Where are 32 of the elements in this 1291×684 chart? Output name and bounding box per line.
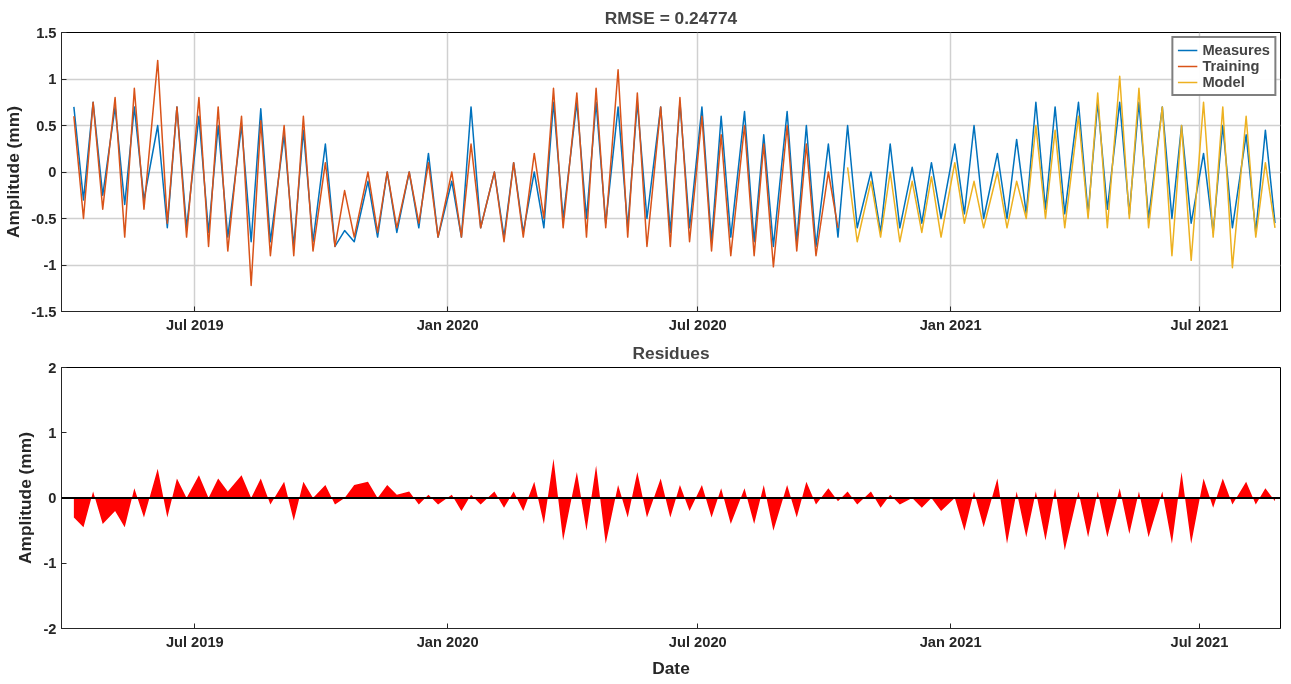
x-axis-title: Date	[652, 657, 691, 678]
y-tick-label: 2	[48, 359, 57, 376]
x-tick-label: Jan 2020	[416, 633, 479, 650]
x-tick-label: Jul 2020	[668, 316, 727, 333]
line-series	[73, 59, 839, 287]
y-tick-label: -0.5	[31, 210, 57, 227]
x-tick-label: Jan 2021	[919, 633, 982, 650]
x-tick-label: Jul 2021	[1170, 633, 1229, 650]
legend-label: Measures	[1202, 42, 1270, 58]
y-tick-label: 1	[48, 71, 57, 87]
legend-label: Model	[1202, 74, 1245, 90]
x-tick-label: Jul 2020	[668, 633, 727, 650]
x-tick-label: Jan 2020	[416, 316, 479, 333]
y-tick-label: 1	[48, 424, 57, 441]
y-tick-label: -2	[43, 620, 57, 637]
line-series	[846, 75, 1276, 269]
chart-title: Residues	[632, 342, 710, 363]
y-tick-label: -1	[43, 555, 57, 572]
x-tick-label: Jan 2021	[919, 316, 982, 333]
y-axis-title: Amplitude (mm)	[3, 106, 24, 238]
y-axis-title: Amplitude (mm)	[15, 432, 36, 564]
y-tick-label: -1.5	[31, 303, 57, 320]
chart-title: RMSE = 0.24774	[604, 7, 738, 28]
x-tick-label: Jul 2019	[165, 316, 224, 333]
legend-label: Training	[1202, 58, 1260, 74]
y-tick-label: 0	[48, 164, 57, 180]
y-tick-label: 0	[48, 490, 57, 506]
y-tick-label: -1	[43, 257, 57, 273]
y-tick-label: 0.5	[36, 117, 57, 134]
y-tick-label: 1.5	[36, 24, 57, 41]
x-tick-label: Jul 2021	[1170, 316, 1229, 333]
x-tick-label: Jul 2019	[165, 633, 224, 650]
